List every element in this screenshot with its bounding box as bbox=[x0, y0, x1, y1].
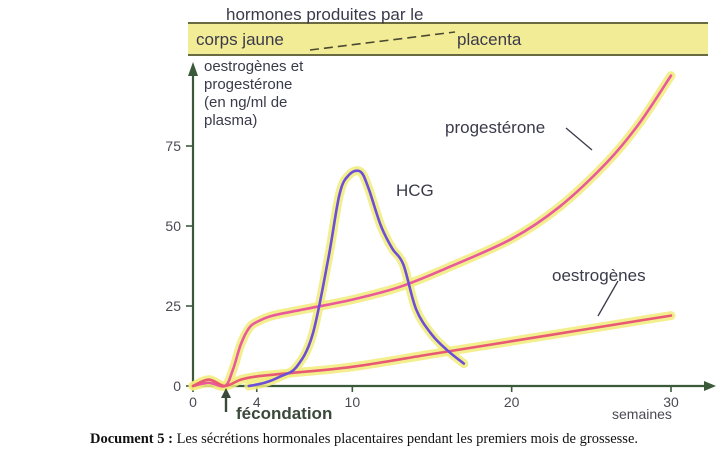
series-line-oestrogenes bbox=[191, 314, 673, 388]
y-axis-label: oestrogènes et progestérone (en ng/ml de… bbox=[204, 58, 307, 129]
x-tick-label: 4 bbox=[253, 394, 261, 410]
series-label-progesterone: progestérone bbox=[445, 118, 545, 137]
x-tick-label: 30 bbox=[663, 394, 679, 410]
x-axis-label: semaines bbox=[612, 406, 672, 422]
fecondation-label: fécondation bbox=[236, 404, 332, 423]
y-tick-label: 50 bbox=[165, 218, 181, 234]
series-label-hcg: HCG bbox=[396, 181, 434, 200]
series-line-progesterone bbox=[191, 74, 673, 388]
series-line-hcg bbox=[247, 169, 466, 388]
x-tick-label: 10 bbox=[345, 394, 361, 410]
y-axis-arrow bbox=[188, 62, 198, 76]
y-tick-label: 0 bbox=[173, 378, 181, 394]
hormone-chart: hormones produites par le corps jaune pl… bbox=[165, 5, 716, 423]
x-tick-label: 0 bbox=[189, 394, 197, 410]
hormone-source-band: hormones produites par le corps jaune pl… bbox=[188, 5, 708, 56]
caption-label: Document 5 : bbox=[89, 431, 173, 447]
band-transition-line bbox=[309, 31, 456, 51]
band-left-label: corps jaune bbox=[196, 30, 284, 49]
oestrogenes-label-leader bbox=[597, 280, 619, 317]
band-title: hormones produites par le bbox=[226, 5, 424, 24]
figure-caption: Document 5 : Les sécrétions hormonales p… bbox=[0, 431, 728, 448]
band-right-label: placenta bbox=[457, 30, 522, 49]
x-axis-arrow bbox=[704, 381, 716, 391]
progesterone-label-leader bbox=[565, 127, 593, 151]
x-tick-label: 20 bbox=[504, 394, 520, 410]
fecondation-marker: fécondation bbox=[221, 388, 332, 423]
caption-text: Les sécrétions hormonales placentaires p… bbox=[172, 431, 639, 447]
y-tick-label: 75 bbox=[165, 138, 181, 154]
series-label-oestrogenes: oestrogènes bbox=[552, 266, 646, 285]
y-tick-label: 25 bbox=[165, 298, 181, 314]
